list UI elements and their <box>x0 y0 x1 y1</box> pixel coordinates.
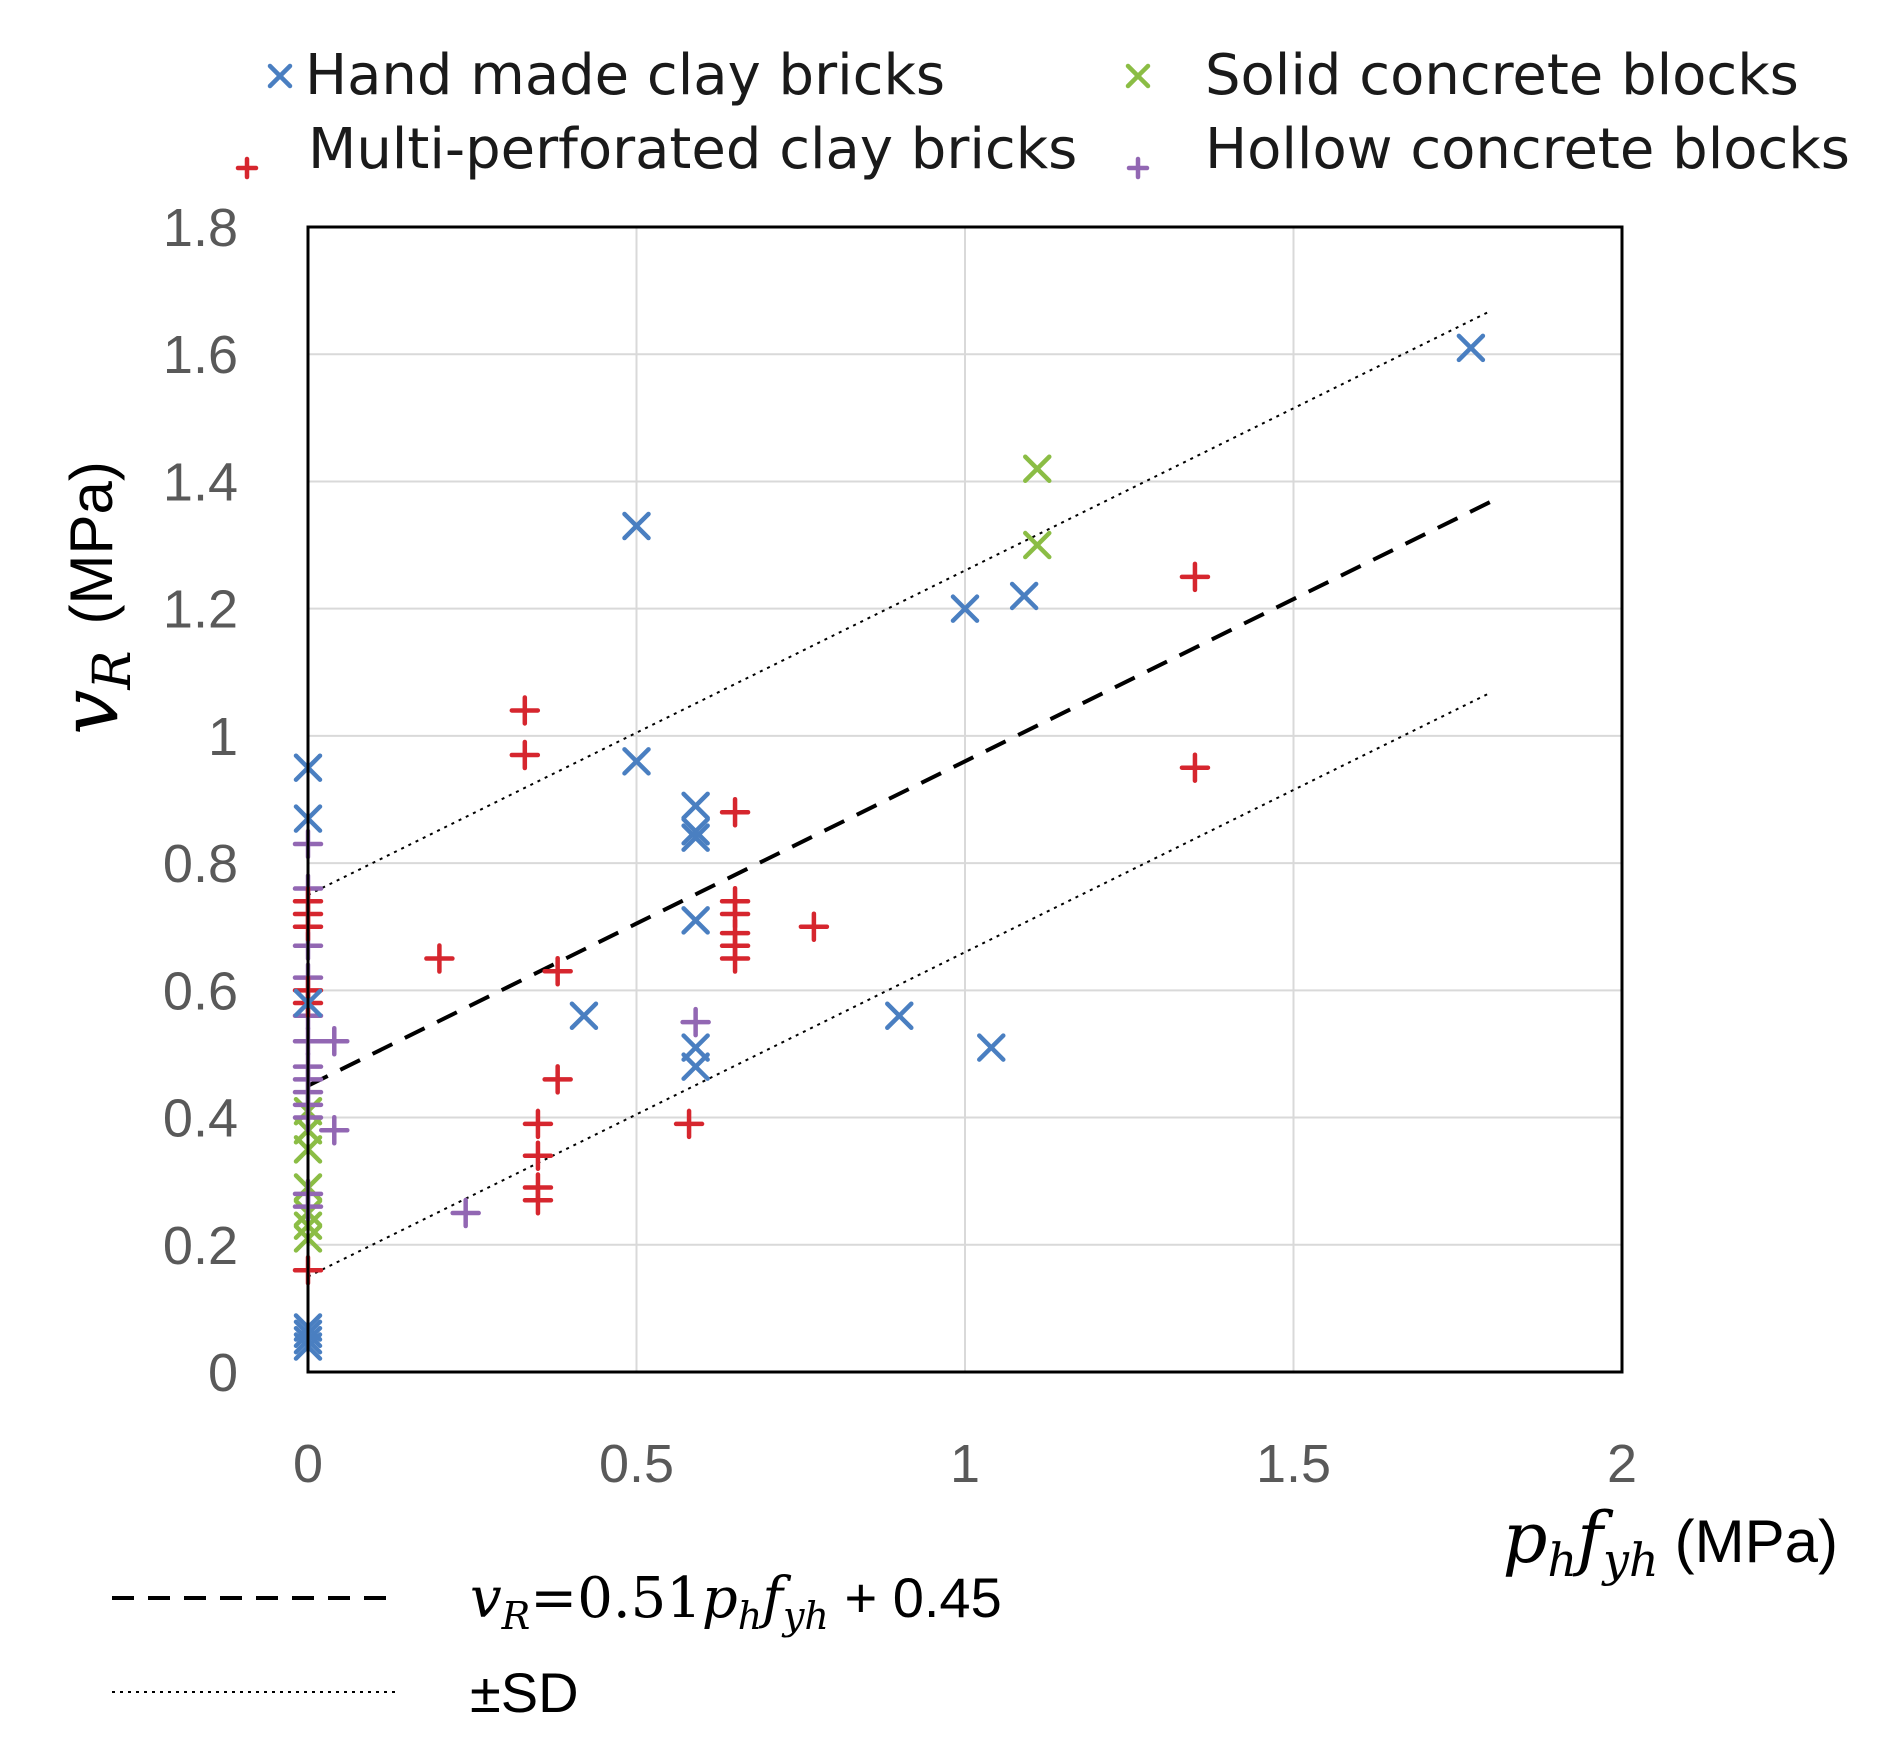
eq-yh: yh <box>781 1594 829 1638</box>
point-multi-perforated-clay-bricks <box>1179 561 1211 593</box>
point-multi-perforated-clay-bricks <box>522 1108 554 1140</box>
legend-item-hollow-concrete-blocks: Hollow concrete blocks <box>1126 117 1850 182</box>
x-label-unit: (MPa) <box>1675 1508 1838 1575</box>
point-multi-perforated-clay-bricks <box>719 796 751 828</box>
point-hand-made-clay-bricks <box>681 817 710 846</box>
point-multi-perforated-clay-bricks <box>522 1185 554 1216</box>
sd-upper-line <box>307 310 1492 896</box>
x-tick-label: 2 <box>1607 1434 1637 1494</box>
plot-frame <box>306 225 1624 1374</box>
sd-lower-line <box>307 691 1492 1278</box>
legend-marker-hollow-concrete-blocks <box>1126 156 1150 180</box>
x-tick-label: 0 <box>293 1434 323 1494</box>
legend-item-solid-concrete-blocks: Solid concrete blocks <box>1125 43 1799 108</box>
point-hand-made-clay-bricks <box>622 747 651 776</box>
point-hand-made-clay-bricks <box>1009 581 1039 611</box>
y-label-unit: (MPa) <box>58 461 125 624</box>
legend-marker-solid-concrete-blocks <box>1125 63 1151 89</box>
point-multi-perforated-clay-bricks <box>673 1108 705 1140</box>
point-hand-made-clay-bricks <box>681 823 710 852</box>
data-points <box>292 333 1486 1361</box>
point-multi-perforated-clay-bricks <box>509 739 541 771</box>
legend-item-hand-made-clay-bricks: Hand made clay bricks <box>267 43 945 108</box>
point-multi-perforated-clay-bricks <box>798 911 830 942</box>
y-tick-label: 0.4 <box>163 1089 238 1149</box>
legend-symbol-hand-made-clay-bricks <box>267 63 293 89</box>
legend-label-multi-perforated-clay-bricks: Multi-perforated clay bricks <box>308 117 1077 182</box>
y-label-symbol: v <box>43 690 136 735</box>
point-hand-made-clay-bricks <box>681 1052 710 1081</box>
point-solid-concrete-blocks <box>1023 454 1052 483</box>
sd-legend-label: ±SD <box>470 1661 579 1724</box>
point-hollow-concrete-blocks <box>680 1006 711 1038</box>
legend-item-multi-perforated-clay-bricks: Multi-perforated clay bricks <box>235 117 1077 182</box>
point-hand-made-clay-bricks <box>885 1001 914 1031</box>
y-tick-labels: 0 0.2 0.4 0.6 0.8 1 1.2 1.4 1.6 1.8 <box>163 198 238 1403</box>
y-tick-label: 1.8 <box>163 198 238 258</box>
point-multi-perforated-clay-bricks <box>1179 752 1211 783</box>
point-multi-perforated-clay-bricks <box>719 943 751 974</box>
legend-symbol-solid-concrete-blocks <box>1125 63 1151 89</box>
point-multi-perforated-clay-bricks <box>522 1140 554 1171</box>
y-tick-label: 1.2 <box>163 580 238 640</box>
eq-v: v <box>470 1566 502 1631</box>
y-tick-label: 0.6 <box>163 961 238 1021</box>
eq-p: p <box>702 1566 738 1631</box>
eq-h: h <box>738 1594 762 1638</box>
y-tick-label: 0.2 <box>163 1216 238 1276</box>
fit-line <box>307 500 1492 1088</box>
legend-marker-multi-perforated-clay-bricks <box>235 156 259 180</box>
y-tick-label: 1.4 <box>163 452 238 512</box>
legend-label-solid-concrete-blocks: Solid concrete blocks <box>1205 43 1799 108</box>
point-multi-perforated-clay-bricks <box>424 943 455 974</box>
x-label-sub-yh: yh <box>1601 1533 1659 1587</box>
eq-coef: =0.51 <box>530 1566 702 1631</box>
point-hand-made-clay-bricks <box>622 511 651 541</box>
legend-label-hand-made-clay-bricks: Hand made clay bricks <box>305 43 945 108</box>
point-solid-concrete-blocks <box>1023 530 1052 560</box>
x-label-sub-h: h <box>1547 1533 1577 1587</box>
point-hand-made-clay-bricks <box>569 1001 599 1031</box>
point-hand-made-clay-bricks <box>950 594 980 623</box>
legend: Hand made clay bricks Solid concrete blo… <box>235 43 1850 182</box>
fit-equation: vR=0.51phfyh + 0.45 <box>470 1566 1002 1638</box>
legend-marker-hand-made-clay-bricks <box>267 63 293 89</box>
legend-symbol-multi-perforated-clay-bricks <box>235 156 259 180</box>
y-axis-label: vR (MPa) <box>43 461 143 735</box>
y-tick-label: 1 <box>208 707 238 767</box>
x-tick-label: 0.5 <box>599 1434 674 1494</box>
x-tick-labels: 0 0.5 1 1.5 2 <box>293 1434 1637 1494</box>
legend-symbol-hollow-concrete-blocks <box>1126 156 1150 180</box>
point-hand-made-clay-bricks <box>1456 333 1486 363</box>
y-tick-label: 0 <box>208 1343 238 1403</box>
point-hand-made-clay-bricks <box>977 1033 1006 1062</box>
point-hollow-concrete-blocks <box>450 1197 481 1229</box>
svg-text:vR(MPa): vR (MPa) <box>43 461 143 735</box>
eq-tail: + 0.45 <box>829 1566 1002 1629</box>
grid-lines <box>307 226 1623 1373</box>
point-multi-perforated-clay-bricks <box>542 1064 573 1095</box>
point-hollow-concrete-blocks <box>319 1025 350 1057</box>
fit-legend: vR=0.51phfyh + 0.45 ±SD <box>112 1566 1002 1724</box>
x-label-p: p <box>1503 1497 1548 1579</box>
point-multi-perforated-clay-bricks <box>542 956 573 987</box>
y-label-subscript: R <box>83 650 143 690</box>
legend-label-hollow-concrete-blocks: Hollow concrete blocks <box>1205 117 1850 182</box>
x-tick-label: 1.5 <box>1256 1434 1331 1494</box>
point-hand-made-clay-bricks <box>681 906 710 935</box>
x-tick-label: 1 <box>950 1434 980 1494</box>
x-axis-label: phfyh (MPa) <box>1503 1497 1838 1587</box>
point-hollow-concrete-blocks <box>319 1115 350 1146</box>
eq-R: R <box>501 1594 531 1638</box>
y-tick-label: 0.8 <box>163 834 238 894</box>
y-tick-label: 1.6 <box>163 325 238 385</box>
point-hand-made-clay-bricks <box>681 791 710 821</box>
point-multi-perforated-clay-bricks <box>509 695 541 726</box>
